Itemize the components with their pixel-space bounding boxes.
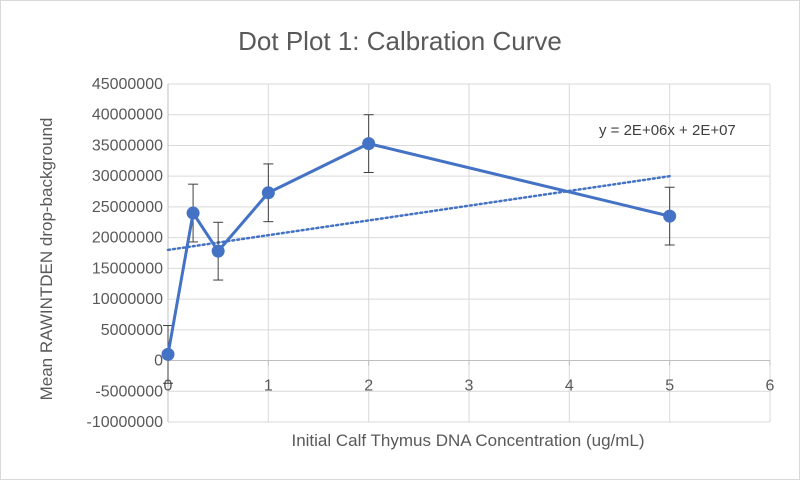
y-tick-label: 40000000 xyxy=(92,107,163,124)
x-tick-label: 4 xyxy=(565,378,574,395)
data-point xyxy=(362,137,376,151)
y-tick-label: 35000000 xyxy=(92,137,163,154)
data-point xyxy=(161,347,175,361)
trendline-group xyxy=(166,174,671,252)
x-tick-label: 0 xyxy=(164,378,173,395)
x-tick-label: 2 xyxy=(364,378,373,395)
x-tick-label: 1 xyxy=(264,378,273,395)
y-tick-label: 0 xyxy=(154,353,163,370)
y-tick-label: 10000000 xyxy=(92,291,163,308)
series-line xyxy=(166,142,671,355)
data-point xyxy=(186,206,200,220)
y-tick-label: 45000000 xyxy=(92,76,163,93)
y-axis-title: Mean RAWINTDEN drop-background xyxy=(37,118,56,401)
data-point xyxy=(261,186,275,200)
series-group xyxy=(161,137,677,361)
y-tick-label: 20000000 xyxy=(92,230,163,247)
x-tick-label: 3 xyxy=(465,378,474,395)
tick-labels: -10000000-500000005000000100000001500000… xyxy=(86,76,774,431)
chart-title: Dot Plot 1: Calbration Curve xyxy=(238,26,562,56)
y-tick-label: 5000000 xyxy=(101,322,163,339)
data-point xyxy=(211,244,225,258)
y-tick-label: -5000000 xyxy=(95,383,163,400)
data-point xyxy=(663,209,677,223)
y-tick-label: 25000000 xyxy=(92,199,163,216)
x-tick-label: 5 xyxy=(665,378,674,395)
y-tick-label: 30000000 xyxy=(92,168,163,185)
y-tick-label: 15000000 xyxy=(92,260,163,277)
y-tick-label: -10000000 xyxy=(86,414,163,431)
trendline xyxy=(166,174,671,252)
trendline-equation: y = 2E+06x + 2E+07 xyxy=(599,122,736,139)
x-axis-title: Initial Calf Thymus DNA Concentration (u… xyxy=(291,431,644,450)
x-tick-label: 6 xyxy=(766,378,775,395)
